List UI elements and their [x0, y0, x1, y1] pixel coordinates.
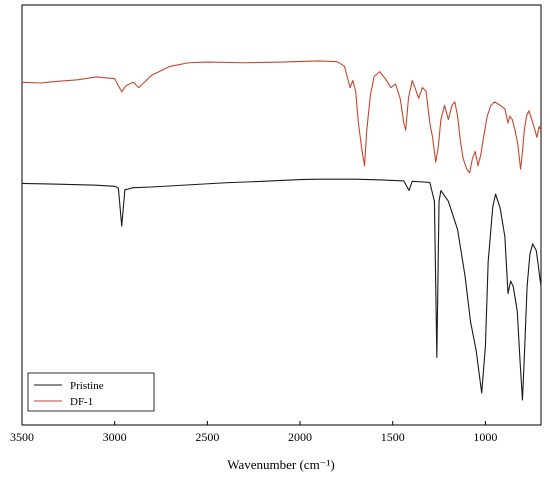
legend-label-df1: DF-1	[70, 396, 93, 408]
x-tick-label: 2000	[288, 430, 312, 444]
legend-box	[27, 372, 155, 412]
plot-frame	[21, 4, 542, 426]
x-axis-ticks: 3500 3000 2500 2000 1500 1000	[10, 421, 497, 444]
x-axis-title: Wavenumber (cm⁻¹)	[227, 457, 335, 472]
series-layer	[21, 60, 542, 401]
x-tick-label: 1000	[473, 430, 497, 444]
series-line-df-1	[21, 60, 542, 174]
x-tick-label: 3000	[103, 430, 127, 444]
x-tick-label: 3500	[10, 430, 34, 444]
series-line-pristine	[21, 178, 542, 401]
x-tick-label: 1500	[381, 430, 405, 444]
legend: Pristine DF-1	[27, 372, 155, 412]
x-tick-label: 2500	[195, 430, 219, 444]
legend-label-pristine: Pristine	[70, 380, 104, 392]
